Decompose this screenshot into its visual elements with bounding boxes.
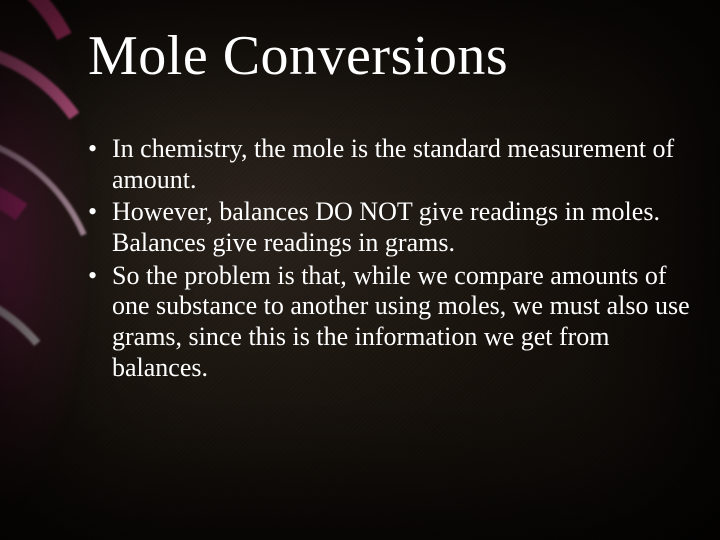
slide-title: Mole Conversions bbox=[88, 24, 692, 88]
slide: Mole Conversions In chemistry, the mole … bbox=[0, 0, 720, 540]
bullet-list: In chemistry, the mole is the standard m… bbox=[88, 134, 692, 383]
bullet-item: In chemistry, the mole is the standard m… bbox=[88, 134, 692, 195]
bullet-item: So the problem is that, while we compare… bbox=[88, 261, 692, 384]
slide-content: Mole Conversions In chemistry, the mole … bbox=[88, 24, 692, 385]
bullet-item: However, balances DO NOT give readings i… bbox=[88, 197, 692, 258]
